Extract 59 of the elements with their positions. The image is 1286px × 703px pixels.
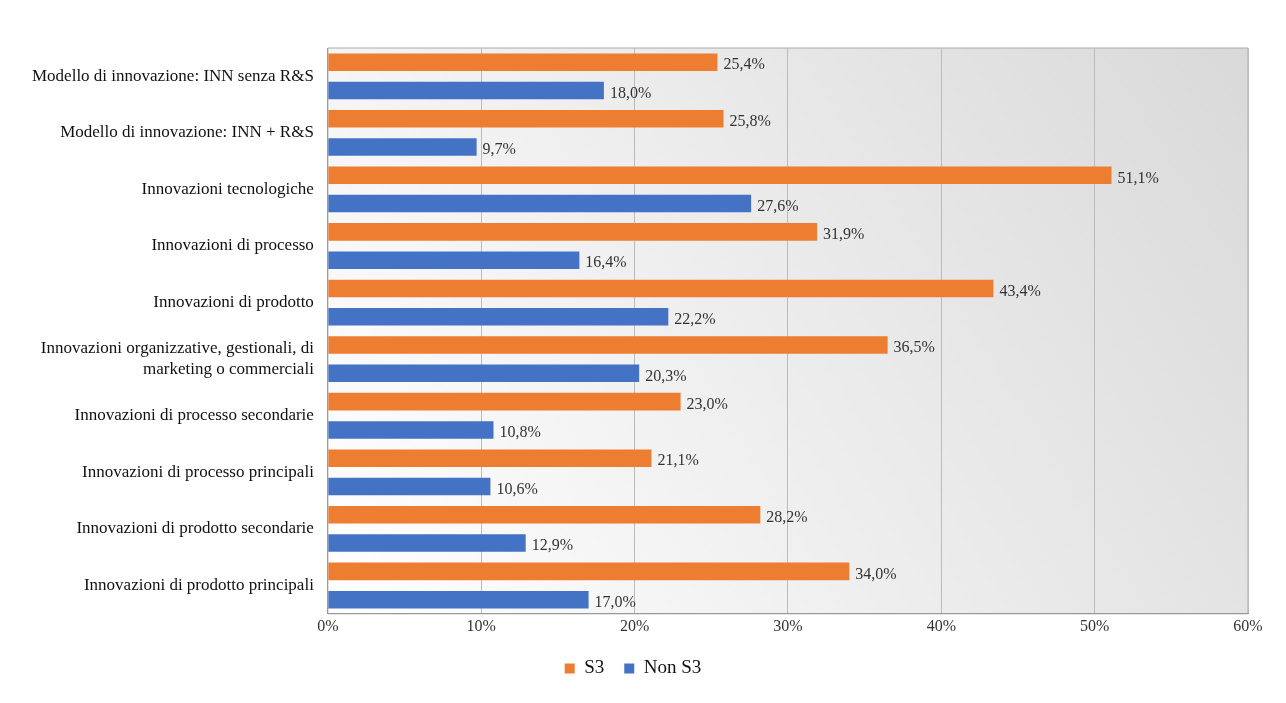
bar bbox=[328, 109, 724, 128]
bar bbox=[328, 336, 888, 354]
bar bbox=[328, 223, 818, 241]
legend-label: S3 bbox=[584, 656, 605, 678]
data-label: 25,4% bbox=[723, 55, 765, 73]
data-label: 23,0% bbox=[686, 394, 728, 412]
y-tick-label: Innovazioni di processo bbox=[151, 235, 314, 255]
x-tick-label: 0% bbox=[317, 616, 339, 634]
y-tick-label: Innovazioni di processo principali bbox=[82, 461, 315, 481]
x-tick-label: 60% bbox=[1233, 616, 1263, 634]
data-label: 28,2% bbox=[766, 507, 808, 525]
x-tick-label: 50% bbox=[1079, 616, 1110, 634]
data-label: 22,2% bbox=[674, 309, 716, 327]
y-tick-label: Innovazioni di prodotto principali bbox=[83, 574, 315, 594]
data-label: 21,1% bbox=[657, 451, 699, 469]
x-tick-label: 40% bbox=[926, 616, 956, 634]
bar bbox=[328, 81, 604, 100]
data-label: 9,7% bbox=[482, 140, 516, 158]
bar bbox=[328, 138, 477, 156]
bar bbox=[328, 364, 640, 383]
data-label: 43,4% bbox=[999, 281, 1041, 299]
bar bbox=[328, 477, 491, 496]
data-label: 10,6% bbox=[496, 479, 538, 497]
data-label: 17,0% bbox=[594, 592, 636, 610]
y-tick-label: Innovazioni di prodotto bbox=[153, 292, 314, 312]
x-tick-label: 30% bbox=[773, 616, 803, 634]
bar bbox=[328, 421, 494, 439]
legend-label: Non S3 bbox=[643, 656, 702, 678]
x-tick-label: 10% bbox=[466, 616, 496, 634]
y-tick-label: Modello di innovazione: INN + R&S bbox=[60, 122, 314, 142]
y-tick-label: Innovazioni tecnologiche bbox=[141, 178, 314, 198]
data-label: 34,0% bbox=[855, 564, 897, 582]
bar bbox=[328, 449, 652, 467]
bar bbox=[328, 506, 761, 524]
data-label: 36,5% bbox=[893, 338, 935, 356]
bar bbox=[328, 251, 580, 269]
data-label: 27,6% bbox=[757, 196, 799, 214]
data-label: 12,9% bbox=[531, 536, 574, 554]
data-label: 16,4% bbox=[585, 253, 627, 271]
bar bbox=[328, 166, 1112, 185]
y-tick-label: Modello di innovazione: INN senza R&S bbox=[31, 65, 314, 85]
data-label: 25,8% bbox=[729, 111, 771, 129]
bar bbox=[328, 53, 718, 71]
bar bbox=[328, 562, 850, 581]
data-label: 20,3% bbox=[645, 366, 687, 384]
data-label: 10,8% bbox=[499, 423, 541, 441]
bar bbox=[328, 194, 752, 213]
bar bbox=[328, 279, 994, 298]
x-tick-label: 20% bbox=[619, 616, 650, 634]
data-label: 51,1% bbox=[1117, 168, 1159, 186]
bar bbox=[328, 307, 669, 326]
bar bbox=[328, 534, 526, 552]
bar bbox=[328, 392, 681, 411]
bar bbox=[328, 590, 589, 609]
y-tick-label: Innovazioni di processo secondarie bbox=[74, 405, 314, 425]
data-label: 31,9% bbox=[823, 225, 865, 243]
y-tick-label: Innovazioni di prodotto secondarie bbox=[76, 518, 314, 538]
data-label: 18,0% bbox=[609, 83, 652, 101]
y-tick-label: Innovazioni organizzative, gestionali, di marketing o commerciali bbox=[40, 338, 315, 378]
